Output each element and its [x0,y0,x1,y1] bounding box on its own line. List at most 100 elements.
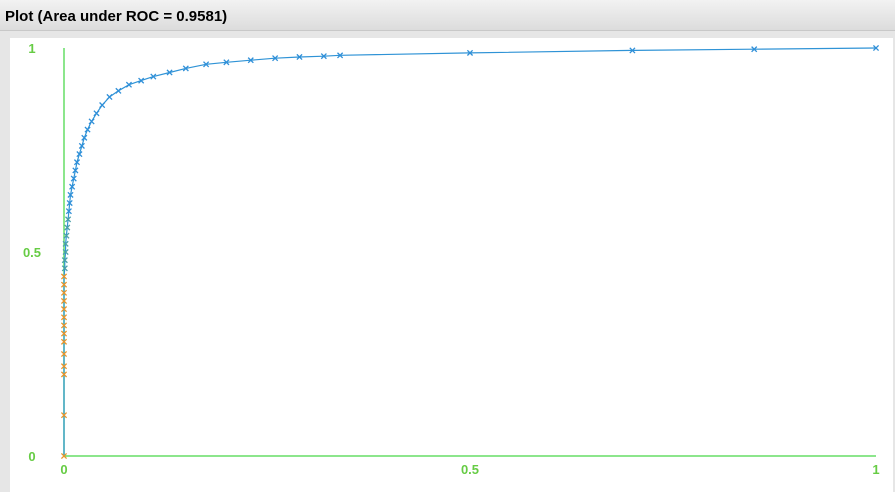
marker-stroke [60,338,68,345]
roc-point-marker [62,240,69,247]
marker-stroke [60,297,68,305]
marker-stroke [203,61,210,68]
y-tick-label: 0.5 [23,245,41,260]
roc-point-marker [60,297,68,305]
roc-point-marker [61,265,68,272]
marker-stroke [69,183,76,190]
roc-markers [60,44,880,460]
roc-point-marker [99,102,106,109]
marker-stroke [247,57,254,64]
marker-stroke [150,73,157,80]
roc-point-marker [751,46,758,53]
marker-stroke [99,102,106,109]
marker-stroke [81,134,88,141]
roc-point-marker [223,59,230,66]
roc-point-marker [203,61,210,68]
marker-stroke [78,142,85,149]
roc-point-marker [60,306,68,313]
roc-point-marker [166,69,173,76]
marker-stroke [73,159,81,166]
roc-point-marker [296,53,303,61]
marker-stroke [84,126,91,133]
axes [63,48,876,457]
x-tick-label: 0 [60,462,67,477]
roc-point-marker [337,52,344,59]
roc-point-marker [466,49,474,56]
marker-stroke [64,224,71,231]
roc-point-marker [70,175,77,182]
marker-stroke [61,265,68,272]
roc-point-marker [60,330,68,337]
y-tick-label: 0 [28,449,35,464]
roc-point-marker [60,350,68,358]
marker-stroke [76,151,83,158]
title-bar: Plot (Area under ROC = 0.9581) [0,0,895,31]
roc-point-marker [60,412,68,419]
marker-stroke [166,69,173,76]
roc-point-marker [182,65,189,72]
roc-point-marker [60,314,68,321]
marker-stroke [115,87,122,94]
roc-point-marker [60,273,68,280]
marker-stroke [70,175,77,182]
roc-point-marker [65,208,72,215]
marker-stroke [872,44,880,52]
roc-point-marker [60,281,68,288]
marker-stroke [88,118,95,125]
roc-point-marker [73,159,81,166]
marker-stroke [125,81,133,88]
marker-stroke [72,167,79,174]
marker-stroke [138,77,145,84]
roc-point-marker [60,289,68,296]
x-tick-label: 1 [872,462,879,477]
marker-stroke [66,199,73,207]
roc-point-marker [872,44,880,52]
roc-line [63,47,877,456]
roc-point-marker [60,452,68,460]
roc-point-marker [62,248,69,256]
roc-point-marker [138,77,145,84]
roc-point-marker [64,224,71,231]
roc-point-marker [60,363,68,370]
marker-stroke [223,59,230,66]
marker-stroke [106,93,113,101]
roc-point-marker [93,110,100,117]
roc-point-marker [61,257,68,264]
marker-stroke [60,452,68,460]
roc-point-marker [115,87,122,94]
roc-point-marker [60,322,68,329]
marker-stroke [272,55,279,62]
roc-point-marker [78,142,85,149]
marker-stroke [320,53,327,60]
roc-point-marker [247,57,254,64]
roc-point-marker [60,338,68,345]
marker-stroke [466,49,474,56]
roc-point-marker [81,134,88,141]
window-title: Plot (Area under ROC = 0.9581) [5,8,228,25]
marker-stroke [60,371,68,378]
marker-stroke [60,412,68,419]
plot-panel: 0 0.5 1 0 0.5 1 [10,38,893,492]
marker-stroke [65,216,72,223]
roc-point-marker [150,73,157,80]
roc-point-marker [60,371,68,378]
marker-stroke [60,281,68,288]
marker-stroke [62,248,69,256]
marker-stroke [61,257,68,264]
tick-labels: 0 0.5 1 0 0.5 1 [23,41,880,477]
marker-stroke [62,240,69,247]
marker-stroke [93,110,100,117]
marker-stroke [60,273,68,280]
marker-stroke [67,191,74,198]
marker-stroke [60,306,68,313]
y-tick-label: 1 [28,41,35,56]
roc-point-marker [125,81,133,88]
roc-point-marker [272,55,279,62]
roc-point-marker [88,118,95,125]
roc-point-marker [65,216,72,223]
marker-stroke [60,314,68,321]
roc-point-marker [72,167,79,174]
roc-point-marker [76,151,83,158]
marker-stroke [182,65,189,72]
